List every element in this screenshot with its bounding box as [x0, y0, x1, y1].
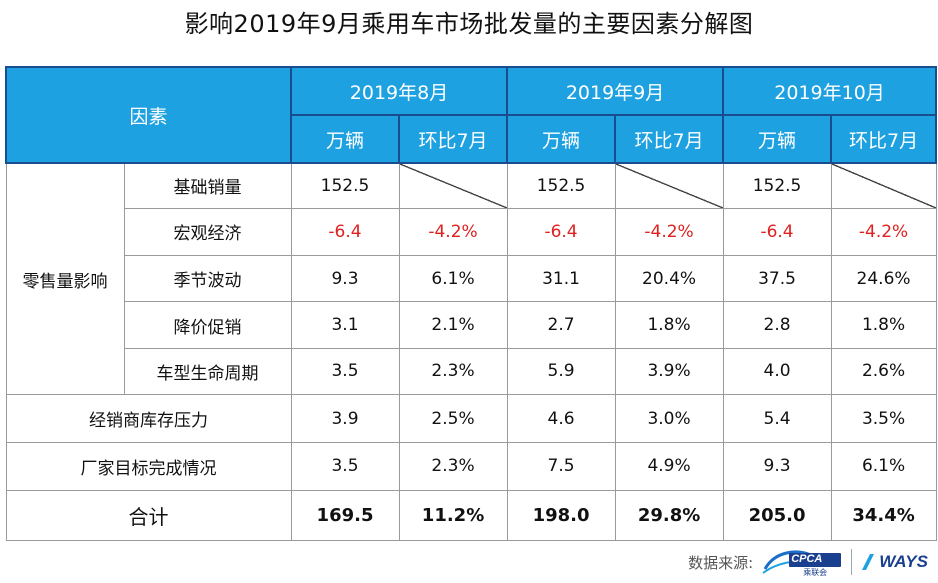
header-period-oct: 2019年10月	[722, 66, 938, 116]
mom-cell: 6.1%	[398, 255, 508, 303]
mom-cell: -4.2%	[830, 207, 937, 257]
row-label: 厂家目标完成情况	[5, 442, 292, 491]
value-cell: 3.1	[290, 301, 400, 349]
total-mom-cell: 11.2%	[398, 489, 508, 542]
value-cell: 152.5	[722, 162, 832, 209]
value-cell: 5.9	[506, 347, 616, 396]
mom-cell: 3.9%	[614, 347, 724, 396]
table-row: 车型生命周期 3.5 2.3% 5.9 3.9% 4.0 2.6%	[6, 347, 937, 396]
row-label: 季节波动	[123, 255, 292, 303]
mom-cell: 3.5%	[830, 393, 937, 444]
mom-cell: 1.8%	[830, 301, 937, 349]
ways-logo-text: WAYS	[879, 552, 928, 571]
page-title: 影响2019年9月乘用车市场批发量的主要因素分解图	[184, 10, 754, 38]
header-mom: 环比7月	[830, 114, 938, 164]
mom-cell: 2.1%	[398, 301, 508, 349]
value-cell: 152.5	[506, 162, 616, 209]
header-factor: 因素	[4, 66, 293, 164]
row-label: 降价促销	[123, 301, 292, 349]
mom-cell: 6.1%	[830, 442, 937, 491]
row-label: 车型生命周期	[123, 347, 292, 396]
empty-diagonal-cell	[614, 162, 724, 209]
mom-cell: 2.6%	[830, 347, 937, 396]
row-label: 基础销量	[123, 162, 292, 209]
total-value-cell: 198.0	[506, 489, 616, 542]
value-cell: 152.5	[290, 162, 400, 209]
table-row: 零售量影响 基础销量 152.5 152.5 152.5	[5, 162, 937, 395]
total-value-cell: 169.5	[290, 489, 400, 542]
footer: 数据来源: CPCA 乘联会 WAYS	[688, 546, 928, 578]
cpca-logo-text: CPCA	[791, 553, 823, 565]
table-row: 厂家目标完成情况 3.5 2.3% 7.5 4.9% 9.3 6.1%	[5, 442, 937, 491]
value-cell: 37.5	[722, 255, 832, 303]
table-row: 季节波动 9.3 6.1% 31.1 20.4% 37.5 24.6%	[6, 255, 937, 303]
logo-divider	[851, 549, 853, 575]
table-row: 降价促销 3.1 2.1% 2.7 1.8% 2.8 1.8%	[6, 301, 937, 349]
header-unit: 万辆	[506, 114, 617, 164]
header-unit: 万辆	[290, 114, 401, 164]
mom-cell: 24.6%	[830, 255, 937, 303]
value-cell: 4.6	[506, 393, 616, 444]
row-label: 经销商库存压力	[5, 393, 292, 444]
header-unit: 万辆	[722, 114, 833, 164]
value-cell: 3.5	[290, 442, 400, 491]
value-cell: 5.4	[722, 393, 832, 444]
mom-cell: 1.8%	[614, 301, 724, 349]
mom-cell: 3.0%	[614, 393, 724, 444]
value-cell: 9.3	[722, 442, 832, 491]
factor-table: 因素 2019年8月 2019年9月 2019年10月 万辆 环比7月 万辆 环…	[4, 66, 938, 542]
header-mom: 环比7月	[398, 114, 509, 164]
header-mom: 环比7月	[614, 114, 725, 164]
value-cell: 3.9	[290, 393, 400, 444]
value-cell: -6.4	[290, 207, 400, 257]
header-period-sep: 2019年9月	[506, 66, 725, 116]
value-cell: -6.4	[722, 207, 832, 257]
table-body: 零售量影响 基础销量 152.5 152.5 152.5 宏观经济 -6.4 -4.2% -6.…	[5, 162, 937, 542]
value-cell: 7.5	[506, 442, 616, 491]
value-cell: 9.3	[290, 255, 400, 303]
value-cell: -6.4	[506, 207, 616, 257]
total-label: 合计	[5, 489, 292, 542]
total-value-cell: 205.0	[722, 489, 832, 542]
row-label: 宏观经济	[123, 207, 292, 257]
mom-cell: 2.3%	[398, 347, 508, 396]
value-cell: 31.1	[506, 255, 616, 303]
empty-diagonal-cell	[830, 162, 937, 209]
cpca-logo-subtext: 乘联会	[803, 568, 828, 577]
empty-diagonal-cell	[398, 162, 508, 209]
mom-cell: 20.4%	[614, 255, 724, 303]
group-label-cell: 零售量影响	[5, 162, 125, 395]
total-mom-cell: 34.4%	[830, 489, 937, 542]
value-cell: 2.8	[722, 301, 832, 349]
mom-cell: 2.3%	[398, 442, 508, 491]
value-cell: 2.7	[506, 301, 616, 349]
value-cell: 4.0	[722, 347, 832, 396]
total-row: 合计 169.5 11.2% 198.0 29.8% 205.0 34.4%	[5, 489, 937, 542]
mom-cell: -4.2%	[398, 207, 508, 257]
ways-logo: WAYS	[860, 552, 928, 572]
mom-cell: 2.5%	[398, 393, 508, 444]
header-period-aug: 2019年8月	[290, 66, 509, 116]
ways-mark-icon	[862, 554, 875, 570]
total-mom-cell: 29.8%	[614, 489, 724, 542]
cpca-logo: CPCA 乘联会	[761, 547, 843, 577]
value-cell: 3.5	[290, 347, 400, 396]
mom-cell: 4.9%	[614, 442, 724, 491]
table-row: 经销商库存压力 3.9 2.5% 4.6 3.0% 5.4 3.5%	[5, 393, 937, 444]
source-label: 数据来源:	[688, 553, 754, 572]
table-row: 宏观经济 -6.4 -4.2% -6.4 -4.2% -6.4 -4.2%	[6, 207, 937, 257]
mom-cell: -4.2%	[614, 207, 724, 257]
